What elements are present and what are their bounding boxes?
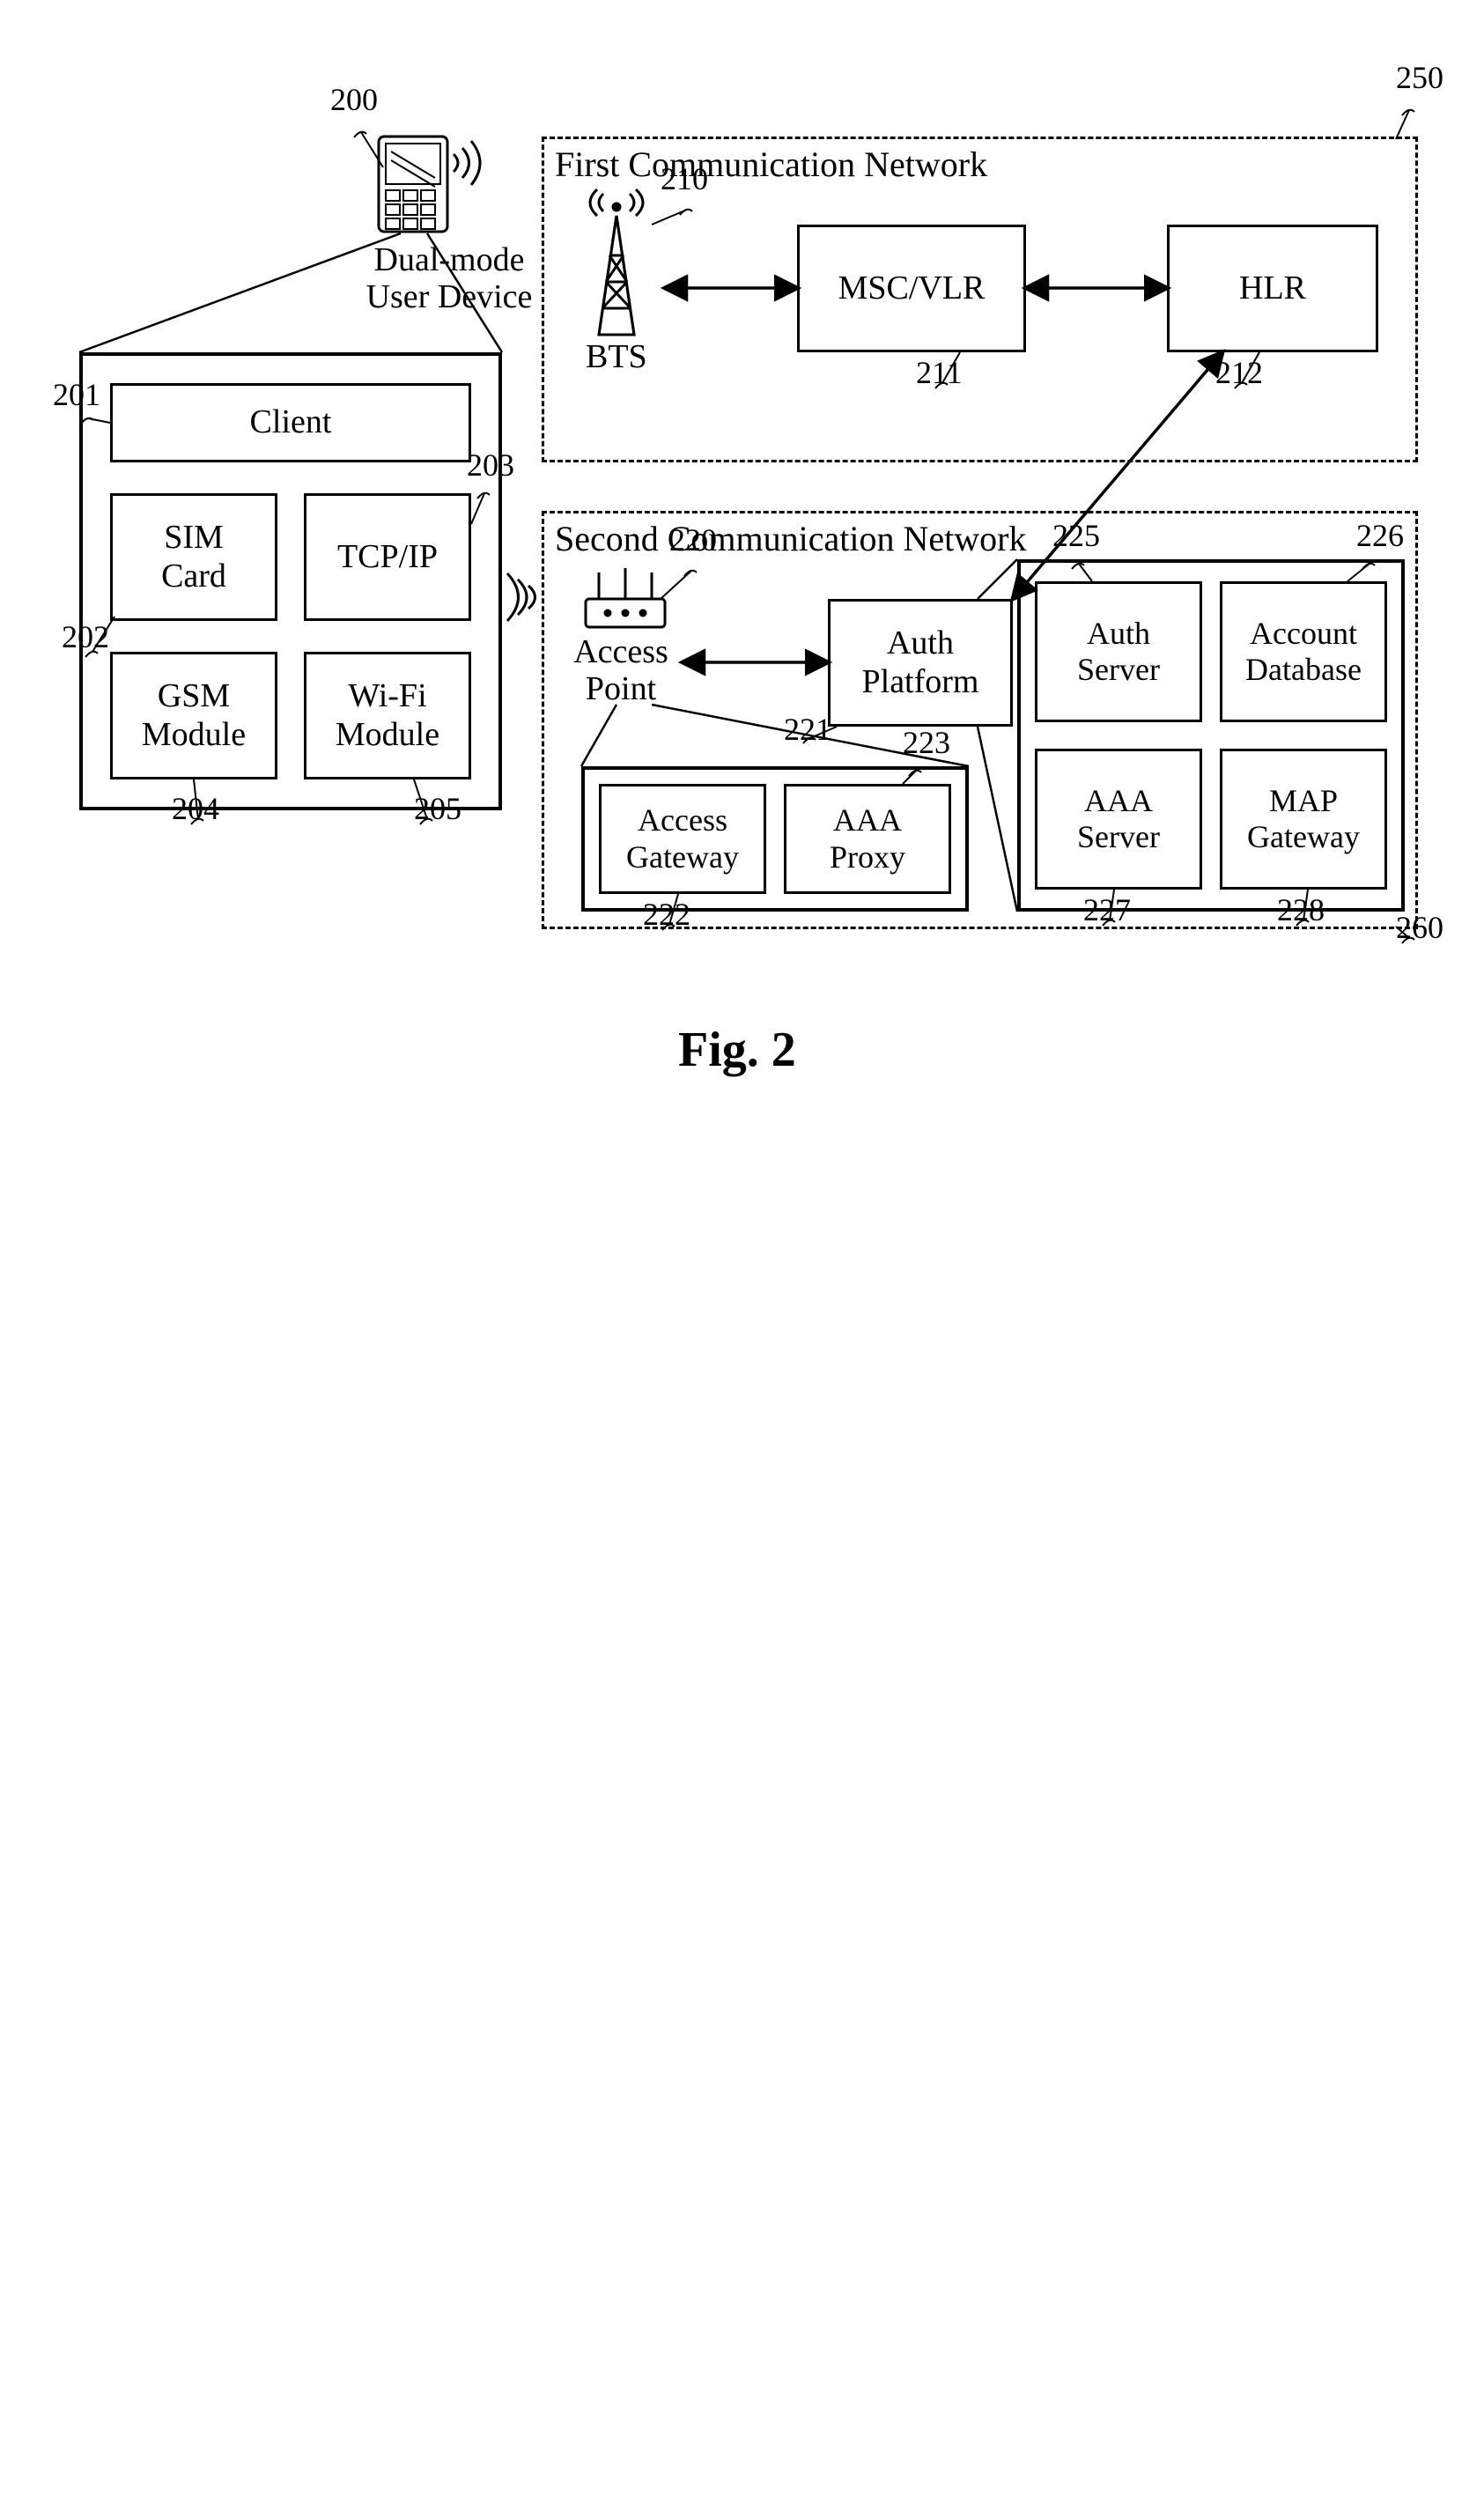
first-network-title: First Communication Network — [555, 145, 987, 184]
aaa-proxy-label: AAA Proxy — [830, 802, 905, 875]
account-db-box: Account Database — [1220, 581, 1387, 722]
aaa-server-box: AAA Server — [1035, 749, 1202, 890]
ap-label-text: Access Point — [573, 633, 668, 707]
device-title-text: Dual-mode User Device — [366, 241, 533, 315]
map-gateway-label: MAP Gateway — [1247, 783, 1360, 856]
access-gateway-box: Access Gateway — [599, 784, 766, 894]
phone-icon — [379, 137, 480, 232]
msc-label: MSC/VLR — [838, 270, 986, 308]
ap-label: Access Point — [564, 634, 678, 708]
aaa-proxy-box: AAA Proxy — [784, 784, 951, 894]
second-network-title: Second Communication Network — [555, 520, 1026, 558]
auth-server-label: Auth Server — [1077, 616, 1160, 689]
sim-box: SIM Card — [110, 493, 277, 621]
auth-platform-label: Auth Platform — [862, 624, 979, 701]
aaa-server-label: AAA Server — [1077, 783, 1160, 856]
device-title: Dual-mode User Device — [361, 242, 537, 316]
figure-caption: Fig. 2 — [678, 1022, 796, 1078]
tcpip-box: TCP/IP — [304, 493, 471, 621]
gsm-label: GSM Module — [142, 677, 246, 754]
auth-server-box: Auth Server — [1035, 581, 1202, 722]
access-gateway-label: Access Gateway — [626, 802, 739, 875]
hlr-label: HLR — [1239, 270, 1306, 308]
wifi-label: Wi-Fi Module — [336, 677, 439, 754]
svg-text:250: 250 — [1396, 60, 1443, 95]
client-label: Client — [250, 403, 332, 442]
diagram-canvas: First Communication Network Second Commu… — [35, 35, 1449, 2469]
gsm-box: GSM Module — [110, 652, 277, 779]
wifi-box: Wi-Fi Module — [304, 652, 471, 779]
account-db-label: Account Database — [1245, 616, 1362, 689]
tcpip-label: TCP/IP — [337, 538, 438, 577]
ap-waves-icon — [507, 573, 535, 621]
msc-box: MSC/VLR — [797, 225, 1026, 352]
bts-label: BTS — [586, 339, 647, 376]
sim-label: SIM Card — [161, 519, 226, 595]
map-gateway-box: MAP Gateway — [1220, 749, 1387, 890]
svg-text:200: 200 — [330, 82, 378, 117]
hlr-box: HLR — [1167, 225, 1378, 352]
auth-platform-box: Auth Platform — [828, 599, 1013, 727]
client-box: Client — [110, 383, 471, 462]
